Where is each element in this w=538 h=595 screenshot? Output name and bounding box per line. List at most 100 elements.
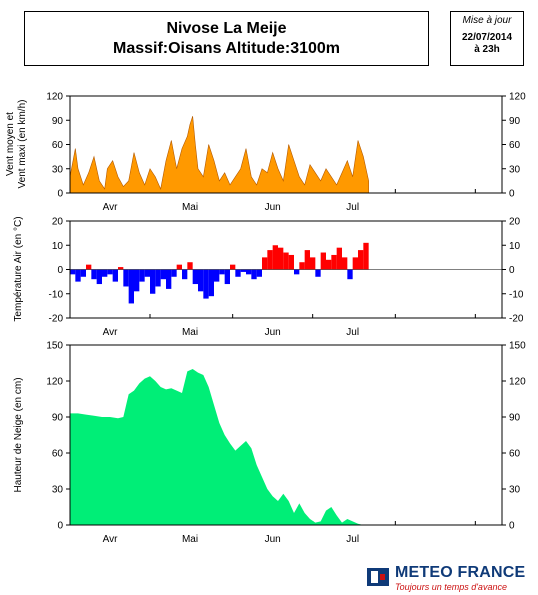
snow-plot-frame: [69, 344, 503, 526]
x-month-label: Jul: [346, 202, 359, 213]
temperature-bar: [155, 269, 161, 287]
temperature-bar: [246, 269, 252, 275]
temperature-bar: [347, 269, 353, 280]
temperature-bar: [198, 269, 204, 292]
snow-series-area: [70, 369, 364, 525]
meteo-france-logo-icon: [367, 568, 389, 586]
charts-area: 0 0 30 30 60 60 90 90 120 120 Avr Mai Jun Jul Vent moy…: [5, 92, 526, 546]
temperature-bar: [240, 269, 246, 272]
update-time: à 23h: [474, 44, 500, 55]
update-label: Mise à jour: [462, 15, 512, 26]
y-tick-label: -20: [49, 314, 64, 325]
temperature-bar: [251, 269, 257, 280]
massif-altitude-title: Massif:Oisans Altitude:3100m: [112, 40, 341, 57]
temperature-bar: [230, 264, 236, 270]
temperature-bar: [182, 269, 188, 280]
y-tick-label: 30: [52, 485, 64, 496]
temperature-bar: [134, 269, 140, 292]
temperature-bar: [187, 262, 193, 270]
y-axis-title: Vent moyen et: [5, 112, 16, 176]
wind-series-area: [69, 116, 369, 194]
x-month-label: Avr: [103, 327, 118, 338]
temperature-bar: [112, 269, 118, 282]
x-month-label: Jul: [346, 327, 359, 338]
temperature-bar: [288, 254, 294, 270]
update-box: Mise à jour 22/07/2014 à 23h: [450, 11, 524, 66]
temperature-bar: [331, 254, 337, 270]
temperature-bar: [294, 269, 300, 275]
temperature-bar: [203, 269, 209, 299]
y-axis-title: Vent maxi (en km/h): [17, 100, 28, 189]
temperature-bar: [150, 269, 156, 294]
y-tick-label: 150: [46, 341, 63, 352]
temperature-bar: [283, 252, 289, 270]
y-tick-label: 10: [52, 241, 64, 252]
y-tick-label: 150: [509, 341, 526, 352]
temperature-bar: [144, 269, 150, 277]
y-tick-label: 90: [509, 413, 521, 424]
y-tick-label: 90: [52, 116, 64, 127]
temperature-bar: [192, 269, 198, 285]
temperature-bar: [160, 269, 166, 280]
temperature-bar: [310, 257, 316, 270]
temperature-bar: [272, 245, 278, 270]
x-month-label: Mai: [182, 202, 198, 213]
temperature-bar: [128, 269, 134, 304]
temperature-bar: [342, 257, 348, 270]
x-month-label: Jun: [265, 534, 281, 545]
y-tick-label: -10: [49, 289, 64, 300]
x-month-label: Jul: [346, 534, 359, 545]
temperature-bar: [363, 242, 369, 270]
temperature-bar: [224, 269, 230, 285]
brand-name: METEO FRANCE: [395, 564, 526, 581]
temperature-bar: [326, 259, 332, 270]
y-tick-label: 90: [509, 116, 521, 127]
temperature-bar: [352, 257, 358, 270]
temperature-bar: [256, 269, 262, 277]
temperature-bar: [80, 269, 86, 277]
y-tick-label: 20: [52, 217, 64, 228]
y-tick-label: 20: [509, 217, 521, 228]
temperature-bar: [219, 269, 225, 275]
temperature-bar: [166, 269, 172, 289]
y-tick-label: 30: [509, 164, 521, 175]
y-tick-label: 0: [509, 521, 515, 532]
x-month-label: Avr: [103, 534, 118, 545]
temperature-bar: [208, 269, 214, 297]
temperature-bar: [91, 269, 97, 280]
y-tick-label: 30: [509, 485, 521, 496]
temperature-bar: [75, 269, 81, 282]
title-box: Nivose La Meije Massif:Oisans Altitude:3…: [24, 11, 429, 66]
x-month-label: Avr: [103, 202, 118, 213]
temperature-bar: [336, 247, 342, 270]
y-tick-label: 0: [509, 189, 515, 200]
temperature-bar: [320, 252, 326, 270]
y-tick-label: 60: [509, 140, 521, 151]
temperature-bar: [96, 269, 102, 285]
y-tick-label: 10: [509, 241, 521, 252]
temperature-bar: [278, 247, 284, 270]
y-tick-label: 120: [509, 377, 526, 388]
temperature-bar: [267, 250, 273, 270]
temperature-bar: [70, 269, 76, 275]
y-tick-label: -10: [509, 289, 524, 300]
y-tick-label: 0: [57, 189, 63, 200]
y-tick-label: 0: [57, 521, 63, 532]
temperature-bar: [102, 269, 108, 277]
temperature-bar: [176, 264, 182, 270]
temperature-bar: [262, 257, 268, 270]
y-tick-label: -20: [509, 314, 524, 325]
y-tick-label: 120: [46, 377, 63, 388]
y-tick-label: 90: [52, 413, 64, 424]
temperature-bar: [86, 264, 92, 270]
temperature-bar: [358, 250, 364, 270]
y-tick-label: 30: [52, 164, 64, 175]
y-tick-label: 120: [46, 92, 63, 103]
temperature-bar: [139, 269, 145, 282]
temperature-bar: [214, 269, 220, 282]
y-axis-title: Hauteur de Neige (en cm): [13, 377, 24, 492]
y-tick-label: 0: [57, 265, 63, 276]
update-date: 22/07/2014: [461, 32, 513, 43]
x-month-label: Jun: [265, 202, 281, 213]
x-month-label: Jun: [265, 327, 281, 338]
